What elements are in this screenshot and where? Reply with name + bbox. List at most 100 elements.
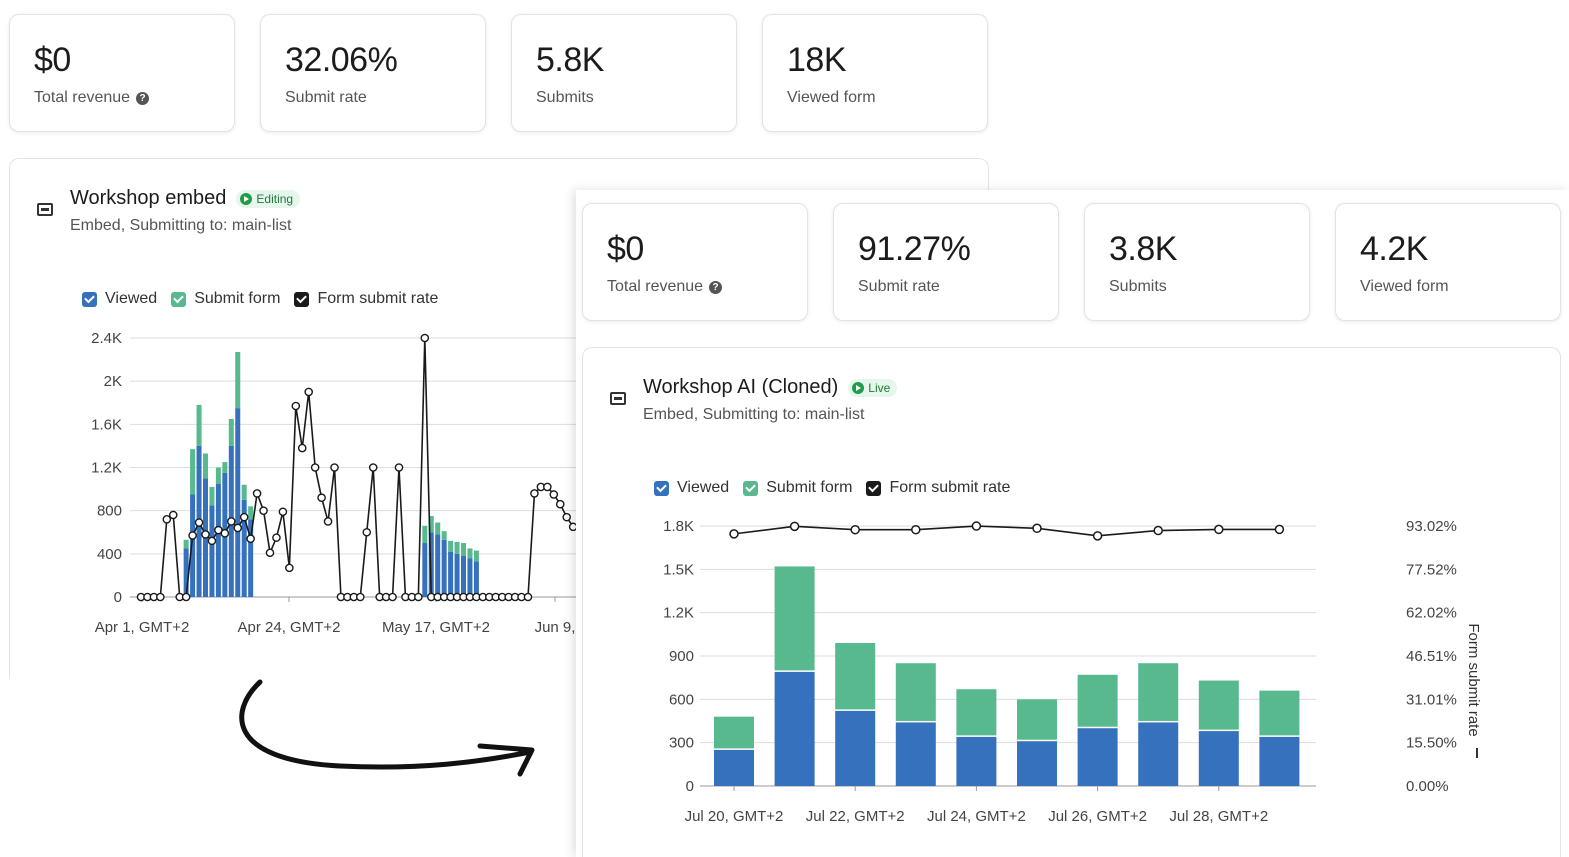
bar-submit-form — [1138, 663, 1179, 721]
legend-viewed[interactable]: Viewed — [82, 290, 157, 308]
rate-line — [729, 521, 1285, 541]
x-tick-label: Jul 22, GMT+2 — [806, 808, 905, 825]
y-tick-label: 0 — [686, 778, 694, 795]
chart-ticks: 2.4K 2K 1.6K 1.2K 800 400 0 Apr 1, GMT+2 Apr 24,… — [91, 330, 575, 636]
rate-point — [1032, 523, 1042, 534]
rate-point — [729, 529, 739, 539]
checkbox-icon — [171, 291, 187, 307]
bar-submit-form — [209, 486, 215, 506]
rate-point — [1153, 525, 1163, 536]
stat-label: Submits — [536, 89, 594, 106]
x-tick-label: Jul 26, GMT+2 — [1048, 808, 1147, 825]
bar-submit-form — [1259, 690, 1300, 736]
y-tick-label: 300 — [669, 735, 694, 752]
play-icon — [852, 381, 865, 394]
rate-point — [297, 443, 307, 453]
status-badge: Editing — [236, 189, 301, 208]
y-right-tick-label: 46.51% — [1406, 648, 1457, 665]
legend-form-submit-rate[interactable]: Form submit rate — [866, 479, 1010, 497]
bar-viewed — [435, 534, 441, 597]
legend-label: Submit form — [766, 479, 853, 496]
rate-point — [555, 499, 565, 509]
rate-point — [220, 529, 230, 538]
stat-card-viewed-form[interactable]: 4.2K Viewed form — [1335, 203, 1561, 321]
legend-form-submit-rate[interactable]: Form submit rate — [294, 290, 438, 308]
y-right-axis-label: Form submit rate — [1465, 623, 1482, 736]
y-tick-label: 800 — [97, 503, 122, 520]
bar-submit-form — [190, 449, 196, 495]
bar-viewed — [1077, 728, 1118, 786]
y-tick-label: 2.4K — [91, 330, 122, 347]
stat-card-submit-rate[interactable]: 32.06% Submit rate — [260, 14, 486, 132]
x-tick-label: Jul 28, GMT+2 — [1169, 808, 1268, 825]
bar-submit-form — [467, 548, 473, 559]
rate-point — [368, 463, 378, 472]
panel-subtitle: Embed, Submitting to: main-list — [643, 406, 865, 423]
rate-point — [1274, 524, 1285, 535]
rate-polyline — [733, 525, 1280, 537]
rate-line — [136, 333, 578, 602]
checkbox-icon — [82, 291, 97, 307]
rate-point — [304, 387, 314, 397]
checkbox-icon — [743, 480, 759, 496]
y-tick-label: 2K — [104, 373, 122, 390]
rate-point — [317, 493, 326, 503]
stat-value: 3.8K — [1109, 230, 1177, 268]
bar-viewed — [895, 722, 936, 786]
stat-card-submit-rate[interactable]: 91.27% Submit rate — [833, 203, 1059, 321]
stat-card-viewed-form[interactable]: 18K Viewed form — [762, 14, 988, 132]
y-tick-label: 0 — [114, 589, 122, 606]
legend-label: Submit form — [194, 290, 281, 307]
rate-point — [323, 517, 333, 526]
legend-submit-form[interactable]: Submit form — [171, 290, 280, 308]
rate-point — [291, 401, 301, 411]
stat-card-total-revenue[interactable]: $0 Total revenue ? — [9, 14, 235, 132]
curved-arrow-icon — [239, 679, 535, 777]
bar-submit-form — [435, 522, 441, 535]
x-tick-label: May 17, GMT+2 — [382, 619, 490, 636]
stat-label: Submit rate — [285, 89, 367, 106]
bar-submit-form — [441, 531, 447, 540]
stat-value: 4.2K — [1360, 230, 1428, 268]
bar-submit-form — [714, 716, 754, 749]
embed-icon — [610, 392, 626, 405]
y-tick-label: 900 — [669, 648, 694, 665]
legend-submit-form[interactable]: Submit form — [743, 479, 852, 497]
bar-submit-form — [241, 484, 247, 500]
bar-viewed — [473, 561, 479, 597]
bar-submit-form — [428, 516, 434, 533]
bar-viewed — [1138, 722, 1179, 786]
y-right-tick-label: 15.50% — [1406, 735, 1457, 752]
status-badge: Live — [848, 378, 898, 397]
rate-point — [252, 489, 262, 498]
y-tick-label: 1.2K — [91, 460, 122, 477]
stat-card-submits[interactable]: 5.8K Submits — [511, 14, 737, 132]
front-dashboard: $0 Total revenue ? 91.27% Submit rate 3.… — [576, 190, 1569, 857]
bar-submit-form — [422, 525, 428, 544]
help-icon[interactable]: ? — [709, 280, 723, 294]
bar-submit-form — [228, 418, 234, 446]
rate-point — [394, 463, 404, 472]
x-tick-label: Jul 20, GMT+2 — [685, 808, 784, 825]
stat-card-total-revenue[interactable]: $0 Total revenue ? — [582, 203, 808, 321]
legend-viewed[interactable]: Viewed — [654, 479, 729, 497]
stat-label: Total revenue ? — [607, 278, 723, 296]
back-chart: 2.4K 2K 1.6K 1.2K 800 400 0 Apr 1, GMT+2 Apr 24,… — [91, 330, 600, 636]
play-icon — [240, 192, 253, 205]
rate-point — [562, 512, 572, 522]
panel-title: Workshop AI (Cloned) Live — [643, 376, 898, 399]
y-tick-label: 600 — [669, 691, 694, 708]
stat-value: 18K — [787, 41, 847, 79]
y-tick-label: 1.5K — [663, 561, 694, 578]
bar-viewed — [774, 671, 815, 786]
rate-point — [285, 563, 294, 573]
bar-viewed — [215, 483, 221, 597]
bar-viewed — [1259, 736, 1300, 786]
bar-viewed — [441, 539, 447, 597]
bar-submit-form — [203, 453, 208, 479]
stat-card-submits[interactable]: 3.8K Submits — [1084, 203, 1310, 321]
bar-viewed — [428, 532, 434, 597]
help-icon[interactable]: ? — [136, 91, 150, 105]
x-tick-label: Jun 9, — [535, 619, 576, 636]
bar-viewed — [183, 548, 189, 597]
